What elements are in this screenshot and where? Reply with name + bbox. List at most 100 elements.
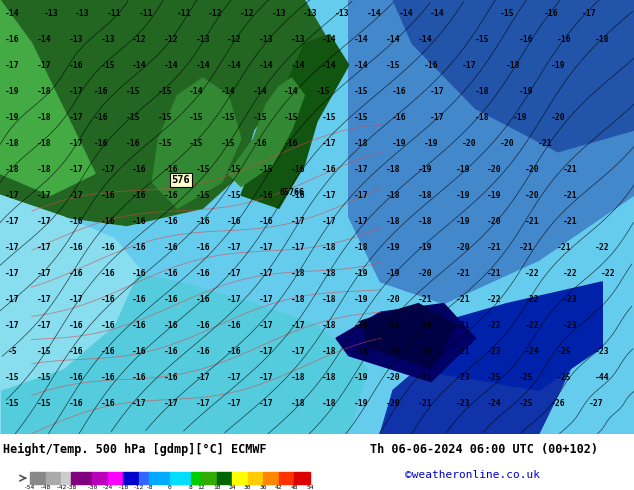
Text: -21: -21 <box>455 321 470 330</box>
Text: -17: -17 <box>5 61 20 70</box>
Text: -17: -17 <box>5 191 20 199</box>
Text: -19: -19 <box>354 294 369 304</box>
Text: -17: -17 <box>37 321 52 330</box>
Text: -18: -18 <box>385 165 401 173</box>
Text: -12: -12 <box>133 485 145 490</box>
Text: -16: -16 <box>100 294 115 304</box>
Text: -19: -19 <box>354 373 369 382</box>
Text: -17: -17 <box>68 87 84 96</box>
Text: -23: -23 <box>563 294 578 304</box>
Text: -16: -16 <box>94 87 109 96</box>
Bar <box>149 472 170 484</box>
Text: -18: -18 <box>354 243 369 252</box>
Text: -19: -19 <box>455 191 470 199</box>
Text: -16: -16 <box>227 217 242 226</box>
Text: -12: -12 <box>227 34 242 44</box>
Text: -18: -18 <box>322 347 337 356</box>
Text: -14: -14 <box>322 61 337 70</box>
Text: -15: -15 <box>252 113 268 122</box>
Text: 0: 0 <box>168 485 172 490</box>
Text: -19: -19 <box>385 321 401 330</box>
Text: -16: -16 <box>227 347 242 356</box>
Text: -16: -16 <box>132 373 147 382</box>
Text: ©weatheronline.co.uk: ©weatheronline.co.uk <box>405 470 540 480</box>
Text: -13: -13 <box>335 8 350 18</box>
Text: -17: -17 <box>227 294 242 304</box>
Text: -12: -12 <box>208 8 223 18</box>
Text: -16: -16 <box>164 321 179 330</box>
Text: -14: -14 <box>284 87 299 96</box>
Text: -11: -11 <box>176 8 191 18</box>
Text: -18: -18 <box>37 139 52 147</box>
Text: -17: -17 <box>227 243 242 252</box>
Text: -16: -16 <box>322 165 337 173</box>
Text: Th 06-06-2024 06:00 UTC (00+102): Th 06-06-2024 06:00 UTC (00+102) <box>370 442 598 456</box>
Text: -16: -16 <box>424 61 439 70</box>
Text: -18: -18 <box>354 139 369 147</box>
Text: -20: -20 <box>385 294 401 304</box>
Text: -17: -17 <box>37 294 52 304</box>
Text: -16: -16 <box>164 191 179 199</box>
Text: -15: -15 <box>474 34 489 44</box>
Text: -24: -24 <box>525 347 540 356</box>
Text: -16: -16 <box>100 347 115 356</box>
Bar <box>170 472 191 484</box>
Text: -21: -21 <box>455 269 470 278</box>
Text: -16: -16 <box>68 243 84 252</box>
Text: 24: 24 <box>228 485 236 490</box>
Text: -18: -18 <box>322 294 337 304</box>
Text: -22: -22 <box>601 269 616 278</box>
Text: -16: -16 <box>392 87 407 96</box>
Text: -16: -16 <box>557 34 572 44</box>
Text: 65766: 65766 <box>279 189 304 197</box>
Text: -19: -19 <box>487 191 502 199</box>
Text: 8: 8 <box>189 485 193 490</box>
Text: -48: -48 <box>40 485 51 490</box>
Text: -22: -22 <box>487 294 502 304</box>
Text: -14: -14 <box>252 87 268 96</box>
Text: -13: -13 <box>100 34 115 44</box>
Text: -44: -44 <box>595 373 610 382</box>
Text: -18: -18 <box>37 87 52 96</box>
Text: -17: -17 <box>132 399 147 408</box>
Text: -16: -16 <box>195 243 210 252</box>
Text: -14: -14 <box>132 61 147 70</box>
Text: -17: -17 <box>227 269 242 278</box>
Text: -16: -16 <box>164 165 179 173</box>
Text: 48: 48 <box>291 485 298 490</box>
Text: -25: -25 <box>519 373 534 382</box>
Text: -17: -17 <box>354 217 369 226</box>
Text: -17: -17 <box>195 373 210 382</box>
Text: -17: -17 <box>354 191 369 199</box>
Text: -13: -13 <box>271 8 287 18</box>
Text: -17: -17 <box>37 217 52 226</box>
Text: -17: -17 <box>5 243 20 252</box>
Text: -18: -18 <box>37 113 52 122</box>
Text: -19: -19 <box>5 87 20 96</box>
Text: -14: -14 <box>385 34 401 44</box>
Text: -20: -20 <box>417 269 432 278</box>
Text: -19: -19 <box>550 61 566 70</box>
Text: -19: -19 <box>354 399 369 408</box>
Text: -17: -17 <box>5 217 20 226</box>
Bar <box>217 472 232 484</box>
Text: -25: -25 <box>557 347 572 356</box>
Text: -13: -13 <box>290 34 306 44</box>
Bar <box>46 472 61 484</box>
Text: -15: -15 <box>157 139 172 147</box>
Text: -20: -20 <box>525 191 540 199</box>
Text: -16: -16 <box>100 191 115 199</box>
Text: 30: 30 <box>244 485 252 490</box>
Text: -18: -18 <box>474 113 489 122</box>
Text: -22: -22 <box>487 321 502 330</box>
Text: -19: -19 <box>455 217 470 226</box>
Text: -17: -17 <box>195 399 210 408</box>
Text: -15: -15 <box>37 399 52 408</box>
Polygon shape <box>412 282 602 390</box>
Polygon shape <box>380 325 571 434</box>
Text: -17: -17 <box>259 347 274 356</box>
Text: -19: -19 <box>385 243 401 252</box>
Text: -21: -21 <box>563 165 578 173</box>
Text: -21: -21 <box>417 373 432 382</box>
Text: -12: -12 <box>164 34 179 44</box>
